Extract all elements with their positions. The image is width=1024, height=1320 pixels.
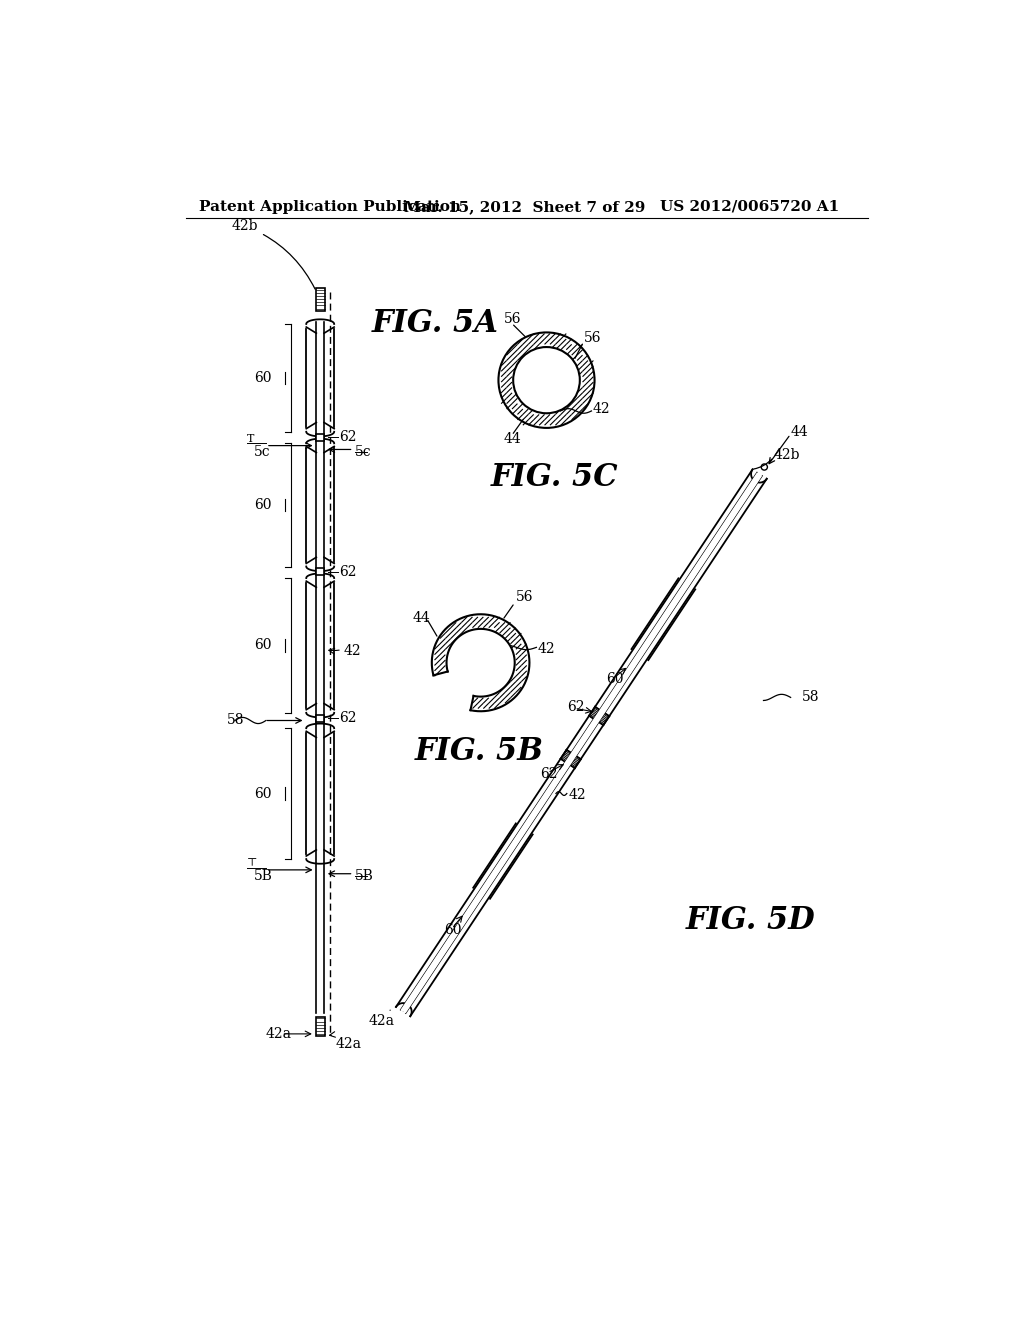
Text: 60: 60 xyxy=(254,498,271,512)
Circle shape xyxy=(446,628,515,697)
Text: 42b: 42b xyxy=(231,219,315,289)
Text: 58: 58 xyxy=(802,690,820,705)
Text: 60: 60 xyxy=(606,672,624,686)
Text: 44: 44 xyxy=(791,425,808,438)
Text: 42a: 42a xyxy=(369,1014,394,1028)
Text: 60: 60 xyxy=(444,923,462,937)
Text: 62: 62 xyxy=(340,430,357,444)
Text: 44: 44 xyxy=(504,433,521,446)
FancyBboxPatch shape xyxy=(316,714,324,722)
Text: 56: 56 xyxy=(504,312,521,326)
FancyBboxPatch shape xyxy=(315,288,325,312)
Text: 62: 62 xyxy=(566,700,584,714)
Text: 42: 42 xyxy=(343,644,361,659)
Text: FIG. 5B: FIG. 5B xyxy=(415,735,544,767)
Text: FIG. 5D: FIG. 5D xyxy=(686,906,816,936)
Text: 56: 56 xyxy=(584,331,601,345)
Text: 60: 60 xyxy=(254,787,271,801)
Text: 5c: 5c xyxy=(254,445,271,459)
Text: FIG. 5C: FIG. 5C xyxy=(490,462,618,494)
Text: 5B: 5B xyxy=(254,869,273,883)
Text: 62: 62 xyxy=(540,767,557,781)
Text: 58: 58 xyxy=(227,714,245,727)
Text: 62: 62 xyxy=(340,565,357,579)
Text: 42: 42 xyxy=(593,403,610,416)
Text: 5B: 5B xyxy=(355,869,374,883)
FancyBboxPatch shape xyxy=(316,569,324,576)
FancyBboxPatch shape xyxy=(316,434,324,441)
Text: 42a: 42a xyxy=(266,1027,292,1041)
Text: Mar. 15, 2012  Sheet 7 of 29: Mar. 15, 2012 Sheet 7 of 29 xyxy=(403,199,645,214)
FancyBboxPatch shape xyxy=(315,1016,325,1036)
Text: 42b: 42b xyxy=(773,447,800,462)
Text: 56: 56 xyxy=(515,590,534,605)
Text: 62: 62 xyxy=(340,711,357,725)
Text: 60: 60 xyxy=(254,371,271,385)
Text: 42: 42 xyxy=(538,642,556,656)
Text: 42a: 42a xyxy=(336,1038,361,1051)
Text: 60: 60 xyxy=(254,639,271,652)
Circle shape xyxy=(513,347,580,413)
Text: US 2012/0065720 A1: US 2012/0065720 A1 xyxy=(659,199,839,214)
Text: FIG. 5A: FIG. 5A xyxy=(372,309,499,339)
Text: 42: 42 xyxy=(568,788,586,803)
Text: T: T xyxy=(247,434,254,445)
Text: 44: 44 xyxy=(413,611,430,626)
Text: 5c: 5c xyxy=(355,445,372,459)
Text: Patent Application Publication: Patent Application Publication xyxy=(200,199,461,214)
Text: ⊤: ⊤ xyxy=(247,859,257,869)
Polygon shape xyxy=(400,473,762,1014)
